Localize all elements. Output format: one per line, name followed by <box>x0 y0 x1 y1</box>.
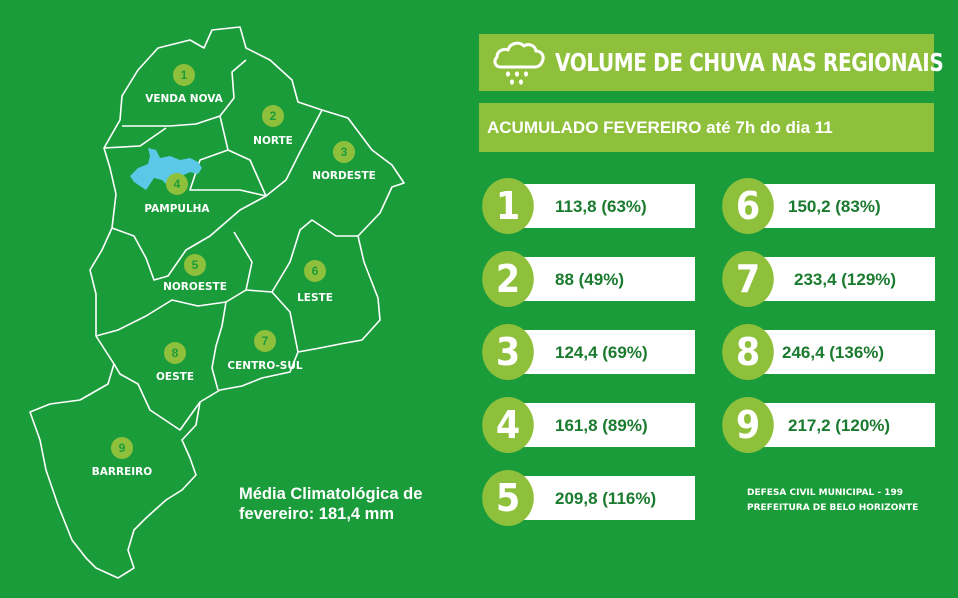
rainfall-card-7: 233,4 (129%) 7 <box>720 251 935 309</box>
value-box <box>754 257 935 301</box>
region-name: OESTE <box>156 371 194 383</box>
rainfall-card-2: 88 (49%) 2 <box>480 251 695 309</box>
region-marker-4: 4 PAMPULHA <box>144 173 210 215</box>
value-box <box>514 476 695 520</box>
value-box <box>514 184 695 228</box>
region-number: 5 <box>192 258 199 272</box>
rainfall-value: 161,8 (89%) <box>555 416 648 435</box>
region-number: 1 <box>181 68 188 82</box>
region-marker-8: 8 OESTE <box>156 342 194 383</box>
rainfall-card-9: 217,2 (120%) 9 <box>720 397 935 455</box>
region-number: 7 <box>262 334 269 348</box>
climatology-note: Média Climatológica de fevereiro: 181,4 … <box>239 485 423 523</box>
footer-line-1: DEFESA CIVIL MUNICIPAL - 199 <box>747 488 903 498</box>
region-number: 2 <box>270 109 277 123</box>
rainfall-value: 246,4 (136%) <box>782 343 885 362</box>
region-number: 8 <box>172 346 179 360</box>
region-number: 6 <box>312 264 319 278</box>
footer-line-2: PREFEITURA DE BELO HORIZONTE <box>747 503 919 513</box>
region-marker-1: 1 VENDA NOVA <box>145 64 224 105</box>
header-banner: VOLUME DE CHUVA NAS REGIONAIS <box>479 34 944 91</box>
region-name: NORDESTE <box>312 170 376 182</box>
value-box <box>514 403 695 447</box>
regional-map: 1 VENDA NOVA 2 NORTE 3 NORDESTE 4 PAMPUL… <box>29 26 405 579</box>
region-name: BARREIRO <box>92 466 152 478</box>
region-marker-2: 2 NORTE <box>253 105 293 147</box>
region-number-badge: 8 <box>722 324 774 380</box>
border-4 <box>103 127 267 197</box>
rainfall-value: 124,4 (69%) <box>555 343 648 362</box>
region-number-badge: 9 <box>722 397 774 453</box>
rainfall-card-6: 150,2 (83%) 6 <box>720 178 935 236</box>
region-marker-7: 7 CENTRO-SUL <box>227 330 303 372</box>
rainfall-value: 150,2 (83%) <box>788 197 881 216</box>
region-number: 9 <box>119 441 126 455</box>
border-7 <box>211 291 299 391</box>
header-title: VOLUME DE CHUVA NAS REGIONAIS <box>555 48 944 77</box>
border-4-5 <box>111 195 267 281</box>
border-8-9 <box>113 363 201 431</box>
rainfall-card-8: 246,4 (136%) 8 <box>720 324 935 382</box>
region-number-badge: 4 <box>482 397 534 453</box>
rainfall-value: 209,8 (116%) <box>555 489 657 508</box>
subtitle-banner: ACUMULADO FEVEREIRO até 7h do dia 11 <box>479 103 934 152</box>
region-marker-9: 9 BARREIRO <box>92 437 152 478</box>
rainfall-value: 88 (49%) <box>555 270 624 289</box>
value-box <box>754 403 935 447</box>
pampulha-lake <box>130 148 202 190</box>
region-number-badge: 2 <box>482 251 534 307</box>
region-number-badge: 3 <box>482 324 534 380</box>
rainfall-card-1: 113,8 (63%) 1 <box>480 178 695 236</box>
rainfall-card-3: 124,4 (69%) 3 <box>480 324 695 382</box>
region-name: LESTE <box>297 292 333 304</box>
rain-cloud-icon <box>493 41 545 85</box>
rainfall-card-5: 209,8 (116%) 5 <box>480 470 695 528</box>
rainfall-value: 113,8 (63%) <box>555 197 647 216</box>
subtitle: ACUMULADO FEVEREIRO até 7h do dia 11 <box>487 117 833 137</box>
region-name: VENDA NOVA <box>145 93 223 105</box>
map-outline <box>29 26 405 579</box>
region-name: CENTRO-SUL <box>227 360 302 372</box>
region-name: PAMPULHA <box>144 203 210 215</box>
region-number-badge: 1 <box>482 178 534 234</box>
value-box <box>514 330 695 374</box>
region-marker-5: 5 NOROESTE <box>163 254 227 293</box>
value-box <box>754 184 935 228</box>
region-name: NORTE <box>253 135 293 147</box>
value-box <box>754 330 935 374</box>
region-number: 4 <box>174 177 181 191</box>
region-number-badge: 7 <box>722 251 774 307</box>
region-number: 3 <box>341 145 348 159</box>
region-marker-6: 6 LESTE <box>297 260 333 304</box>
region-number-badge: 5 <box>482 470 534 526</box>
value-box <box>514 257 695 301</box>
footer-credits: DEFESA CIVIL MUNICIPAL - 199 PREFEITURA … <box>747 486 918 516</box>
rainfall-value: 233,4 (129%) <box>794 270 897 289</box>
rainfall-value: 217,2 (120%) <box>788 416 891 435</box>
region-name: NOROESTE <box>163 281 227 293</box>
rainfall-card-4: 161,8 (89%) 4 <box>480 397 695 455</box>
region-marker-3: 3 NORDESTE <box>312 141 376 182</box>
region-number-badge: 6 <box>722 178 774 234</box>
border-5-6 <box>233 219 358 293</box>
